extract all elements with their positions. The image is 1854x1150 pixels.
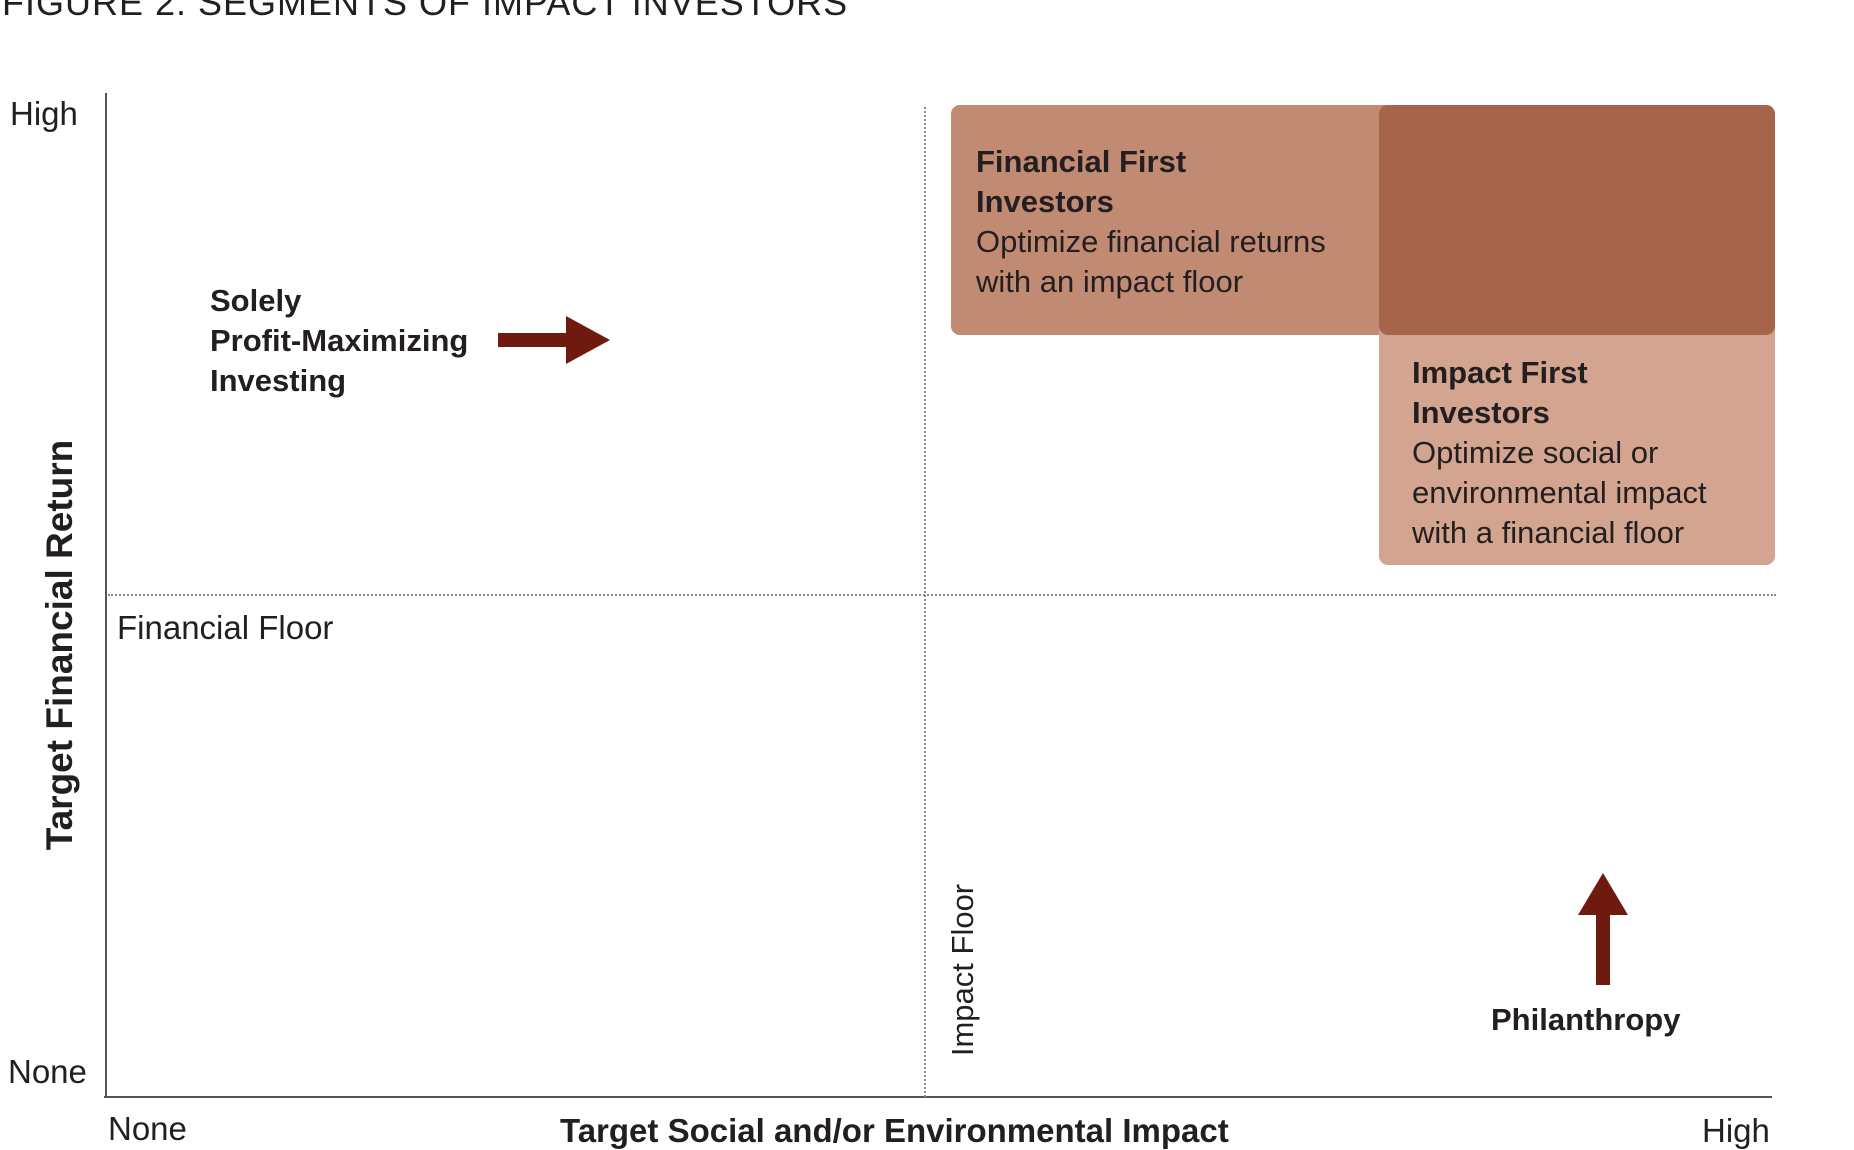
financial-floor-label: Financial Floor (117, 609, 334, 646)
impact-floor-line (924, 107, 926, 1097)
financial-first-title-1: Financial First (976, 144, 1187, 179)
philanthropy-label: Philanthropy (1491, 1002, 1681, 1037)
x-axis-line (104, 1096, 1772, 1098)
y-axis-line (105, 93, 107, 1097)
profit-label-line3: Investing (210, 363, 347, 398)
x-none-label: None (108, 1110, 187, 1147)
overlap-region (1379, 105, 1775, 335)
impact-first-title-1: Impact First (1412, 355, 1588, 390)
impact-floor-label: Impact Floor (945, 883, 980, 1057)
financial-first-text: Financial First Investors Optimize finan… (976, 142, 1376, 302)
impact-first-text: Impact First Investors Optimize social o… (1412, 353, 1762, 553)
y-axis-title: Target Financial Return (39, 439, 80, 851)
y-none-label: None (8, 1053, 87, 1090)
arrow-up-icon (1578, 873, 1628, 985)
impact-first-desc-1: Optimize social or (1412, 435, 1659, 470)
arrow-right-icon (498, 316, 610, 364)
profit-maximizing-label: Solely Profit-Maximizing Investing (210, 281, 468, 401)
figure-title: FIGURE 2. SEGMENTS OF IMPACT INVESTORS (2, 0, 849, 23)
financial-first-desc-2: with an impact floor (976, 264, 1244, 299)
financial-first-title-2: Investors (976, 184, 1114, 219)
profit-label-line1: Solely (210, 283, 302, 318)
y-high-label: High (10, 95, 78, 132)
impact-first-title-2: Investors (1412, 395, 1550, 430)
x-high-label: High (1702, 1112, 1770, 1149)
financial-first-desc-1: Optimize financial returns (976, 224, 1326, 259)
profit-label-line2: Profit-Maximizing (210, 323, 469, 358)
x-axis-title: Target Social and/or Environmental Impac… (560, 1112, 1229, 1149)
impact-first-desc-2: environmental impact (1412, 475, 1707, 510)
impact-first-desc-3: with a financial floor (1412, 515, 1685, 550)
financial-floor-line (108, 594, 1776, 596)
